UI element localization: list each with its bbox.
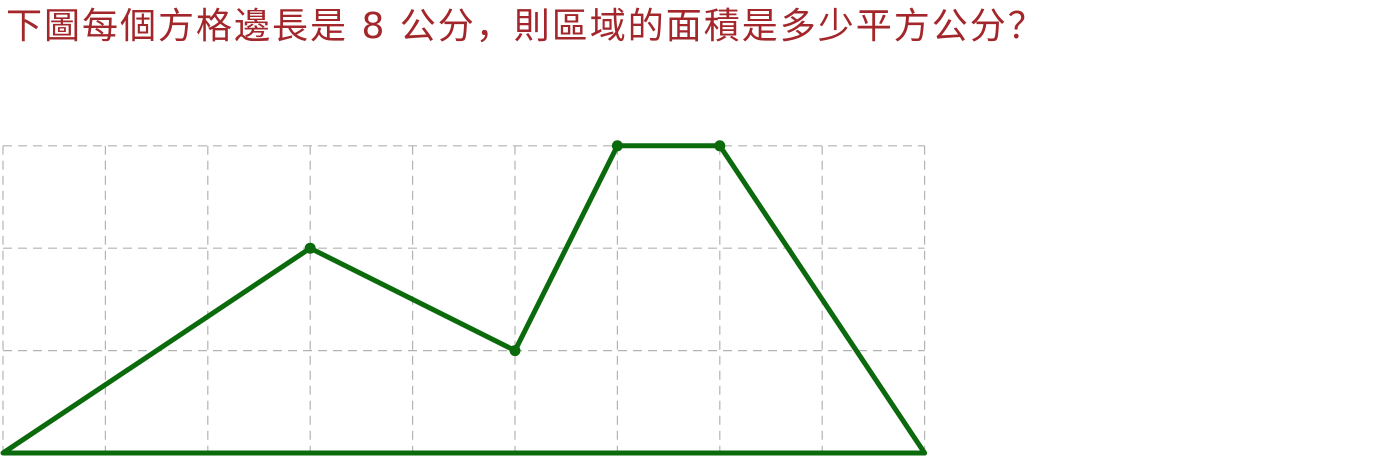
vertex-points bbox=[304, 140, 726, 357]
vertex-point bbox=[714, 140, 726, 152]
dashed-grid bbox=[2, 145, 926, 454]
area-outline bbox=[0, 143, 928, 456]
vertex-point bbox=[509, 345, 521, 357]
area-shape bbox=[0, 143, 928, 456]
question-title: 下圖每個方格邊長是 8 公分，則區域的面積是多少平方公分？ bbox=[6, 6, 1046, 47]
vertex-point bbox=[304, 242, 316, 254]
vertex-point bbox=[611, 140, 623, 152]
